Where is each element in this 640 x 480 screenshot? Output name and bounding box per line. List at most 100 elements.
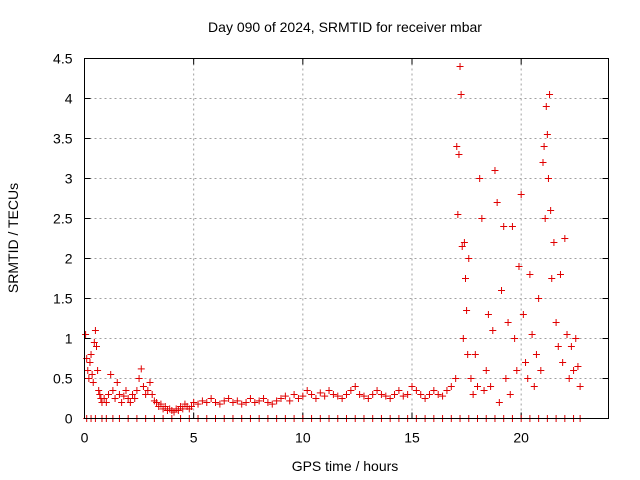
data-point [286, 397, 294, 405]
data-point [544, 175, 552, 182]
y-axis-label: SRMTID / TECUs [5, 183, 21, 293]
data-point [88, 371, 96, 378]
x-axis-label: GPS time / hours [292, 458, 399, 474]
data-point [316, 389, 324, 397]
data-point [554, 343, 562, 350]
data-point [495, 399, 503, 406]
data-point [161, 403, 169, 410]
data-point [439, 392, 447, 400]
y-tick-label: 0 [65, 411, 73, 427]
data-point [463, 307, 471, 314]
data-points [82, 63, 584, 422]
data-point [142, 391, 150, 398]
y-tick-label: 4.5 [53, 51, 73, 67]
data-point [146, 379, 154, 386]
data-point [133, 387, 141, 394]
data-point [373, 387, 381, 394]
data-point [537, 367, 545, 374]
data-point [360, 392, 368, 400]
y-tick-label: 2.5 [53, 211, 73, 227]
data-point [513, 367, 521, 374]
data-point [246, 395, 254, 402]
data-point [458, 243, 466, 250]
data-point [89, 379, 97, 386]
data-point [572, 335, 580, 342]
data-point [84, 367, 92, 374]
data-point [369, 391, 377, 398]
x-tick-label: 5 [190, 430, 198, 446]
data-point [229, 399, 237, 406]
data-point [412, 387, 420, 394]
data-point [464, 351, 472, 358]
data-point [504, 319, 512, 326]
data-point [179, 405, 187, 413]
data-point [399, 392, 407, 400]
data-point [343, 391, 350, 398]
data-point [86, 359, 94, 366]
y-tick-label: 3.5 [53, 131, 73, 147]
data-point [220, 397, 228, 405]
data-point [434, 391, 442, 398]
data-point [268, 400, 276, 408]
data-point [325, 387, 333, 394]
y-tick-labels: 0 0.5 1 1.5 2 2.5 3 3.5 4 4.5 [53, 51, 73, 427]
data-point [233, 397, 241, 405]
data-point [242, 399, 250, 406]
data-point [460, 239, 468, 246]
data-point [198, 397, 206, 405]
data-point [122, 387, 130, 394]
data-point [576, 383, 584, 390]
data-point [511, 335, 519, 342]
data-point [530, 383, 538, 390]
data-point [109, 387, 117, 394]
x-tick-label: 20 [513, 430, 529, 446]
data-point [238, 400, 246, 408]
data-point [540, 143, 548, 150]
axis-ticks [84, 58, 609, 419]
data-point [547, 207, 555, 214]
data-point [111, 395, 119, 402]
data-point [194, 400, 202, 408]
data-point [347, 387, 355, 394]
data-point [461, 275, 469, 282]
data-point [303, 387, 311, 394]
y-tick-label: 3 [65, 171, 73, 187]
x-tick-label: 10 [295, 430, 311, 446]
data-point [207, 395, 215, 402]
data-point [157, 400, 165, 408]
data-point [105, 391, 113, 398]
data-point [484, 311, 492, 318]
data-point [548, 275, 556, 282]
data-point [517, 191, 525, 198]
data-point [216, 400, 224, 408]
data-point [489, 327, 497, 334]
data-point [404, 391, 412, 398]
y-tick-label: 0.5 [53, 371, 73, 387]
data-point [500, 223, 508, 230]
data-point [563, 331, 571, 338]
data-point [187, 403, 195, 410]
data-point [443, 387, 451, 394]
data-point [491, 167, 499, 174]
data-point [273, 397, 281, 405]
data-point [567, 343, 575, 350]
data-point [506, 391, 514, 398]
data-point [543, 131, 551, 138]
data-point [417, 391, 425, 398]
data-point [522, 359, 530, 366]
data-point [395, 387, 403, 394]
data-point [153, 399, 161, 406]
data-point [452, 375, 460, 382]
data-point [281, 392, 289, 400]
data-point [351, 383, 359, 390]
data-point [260, 395, 268, 402]
data-point [493, 199, 501, 206]
data-point [126, 399, 134, 406]
data-point [556, 271, 564, 278]
data-point [559, 359, 567, 366]
data-point [174, 407, 182, 414]
data-point [561, 235, 569, 242]
data-point [308, 391, 316, 398]
data-point [120, 392, 128, 400]
data-point [574, 363, 582, 370]
